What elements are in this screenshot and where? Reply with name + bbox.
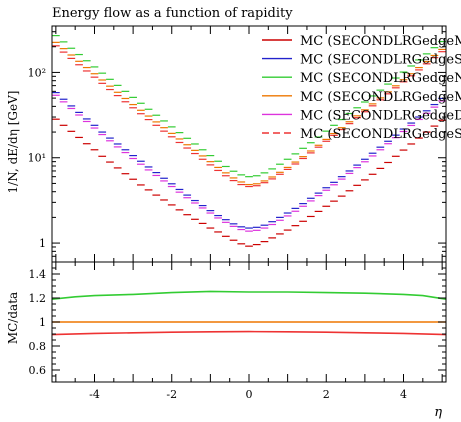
y-tick-label: 0.8 bbox=[29, 340, 47, 353]
series-6 bbox=[52, 45, 446, 188]
y-tick-label: 10² bbox=[28, 66, 46, 79]
legend-label: MC (SECONDLRGedgeSin bbox=[300, 127, 461, 142]
x-tick-label: -2 bbox=[166, 388, 177, 401]
main-x-ticks bbox=[55, 26, 443, 262]
y-tick-label: 1.2 bbox=[29, 292, 47, 305]
x-tick-label: 2 bbox=[323, 388, 330, 401]
legend-label: MC (SECONDLRGedgeSin bbox=[300, 53, 461, 68]
ratio-series-3 bbox=[51, 330, 447, 336]
legend-item: MC (SECONDLRGedgeSin bbox=[262, 127, 461, 142]
y-tick-label: 1.4 bbox=[29, 268, 47, 281]
ratio-plot-area: 0.6 0.8 1 1.2 1.4 -4 -2 0 2 4 bbox=[29, 261, 447, 401]
legend-item: MC (SECONDLRGedgeN bbox=[262, 71, 461, 86]
legend: MC (SECONDLRGedgeM MC (SECONDLRGedgeSin MC… bbox=[262, 34, 461, 142]
main-y-ticks: 1 10¹ 10² bbox=[28, 31, 446, 263]
ratio-y-axis-label: MC/data bbox=[6, 292, 20, 344]
legend-label: MC (SECONDLRGedgeDi bbox=[300, 108, 461, 123]
y-tick-label: 1 bbox=[39, 237, 46, 250]
x-axis-label: η bbox=[434, 405, 442, 420]
series-1 bbox=[52, 118, 446, 247]
legend-label: MC (SECONDLRGedgeN bbox=[300, 71, 461, 86]
legend-item: MC (SECONDLRGedgeDi bbox=[262, 108, 461, 123]
y-axis-label: 1/N, dE/dη [GeV] bbox=[6, 91, 20, 194]
main-plot-area: 1 10¹ 10² bbox=[28, 25, 447, 263]
x-tick-label: -4 bbox=[89, 388, 100, 401]
y-tick-label: 1 bbox=[39, 316, 46, 329]
series-4 bbox=[52, 41, 446, 186]
ratio-x-ticks: -4 -2 0 2 4 bbox=[55, 262, 443, 401]
legend-item: MC (SECONDLRGedgeM bbox=[262, 34, 461, 49]
legend-label: MC (SECONDLRGedgeM bbox=[300, 34, 461, 49]
x-tick-label: 4 bbox=[400, 388, 407, 401]
ratio-series-1 bbox=[51, 290, 447, 300]
legend-item: MC (SECONDLRGedgeM bbox=[262, 90, 461, 105]
ratio-y-ticks: 0.6 0.8 1 1.2 1.4 bbox=[29, 261, 446, 383]
series-2 bbox=[52, 92, 446, 229]
legend-item: MC (SECONDLRGedgeSin bbox=[262, 53, 461, 68]
x-tick-label: 0 bbox=[246, 388, 253, 401]
y-tick-label: 10¹ bbox=[28, 152, 46, 165]
series-5 bbox=[52, 94, 446, 232]
legend-label: MC (SECONDLRGedgeM bbox=[300, 90, 461, 105]
y-tick-label: 0.6 bbox=[29, 364, 47, 377]
chart-title: Energy flow as a function of rapidity bbox=[52, 6, 293, 21]
series-3 bbox=[52, 35, 446, 178]
